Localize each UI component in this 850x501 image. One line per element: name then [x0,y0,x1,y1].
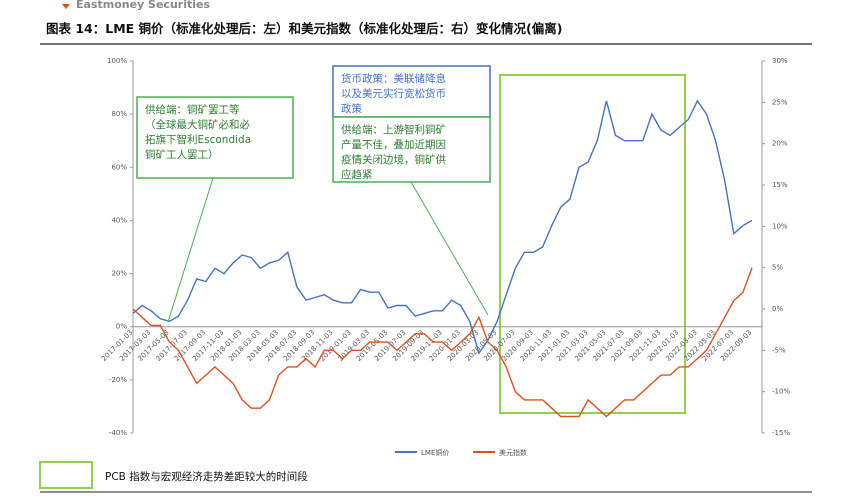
y-tick-label: -20% [109,376,127,384]
y2-tick-label: 20% [772,140,788,148]
y-tick-label: 20% [111,270,127,278]
arrow [167,177,214,323]
y-tick-label: 100% [107,57,127,65]
annotation-box [332,116,491,183]
y2-tick-label: 5% [772,264,783,272]
y2-tick-label: 25% [772,98,788,106]
brand-icon [62,4,70,9]
annotation-text: 供给端：上游智利铜矿 [341,123,446,136]
series-line [132,99,753,355]
y2-tick-label: -10% [772,388,790,396]
annotation-text: 拓旗下智利Escondida [145,133,251,146]
arrow [410,181,489,316]
annotation-text: 以及美元实行宽松货币 [341,87,446,100]
legend-label: 美元指数 [499,448,527,457]
highlight-note: PCB 指数与宏观经济走势差距较大的时间段 [105,470,308,483]
y2-tick-label: -5% [772,346,786,354]
legend-label: LME铜价 [421,448,449,457]
highlight-key [39,461,93,489]
annotation-text: 产量不佳，叠加近期因 [341,138,446,151]
y2-tick-label: 0% [772,305,783,313]
highlight-period [499,74,686,414]
y-tick-label: 80% [111,110,127,118]
annotation-text: 供给端：铜矿罢工等 [145,103,240,116]
annotation-box [136,96,294,179]
annotation-text: 疫情关闭边境，铜矿供 [341,153,446,166]
annotation-text: 应趋紧 [341,168,373,181]
y-tick-label: -40% [109,429,127,437]
annotation-text: 政策 [341,102,362,115]
y2-tick-label: 30% [772,57,788,65]
y-tick-label: 0% [116,323,127,331]
y2-tick-label: -15% [772,429,790,437]
annotation-text: 货币政策：美联储降息 [341,72,446,85]
chart-title: 图表 14：LME 铜价（标准化处理后：左）和美元指数（标准化处理后：右）变化情… [46,21,562,36]
annotation-text: （全球最大铜矿必和必 [145,118,250,131]
series-line [132,267,753,418]
y2-tick-label: 10% [772,222,788,230]
annotation-text: 铜矿工人罢工） [145,148,219,161]
y2-tick-label: 15% [772,181,788,189]
brand: Eastmoney Securities [76,0,210,11]
y-tick-label: 60% [111,163,127,171]
y-tick-label: 40% [111,216,127,224]
